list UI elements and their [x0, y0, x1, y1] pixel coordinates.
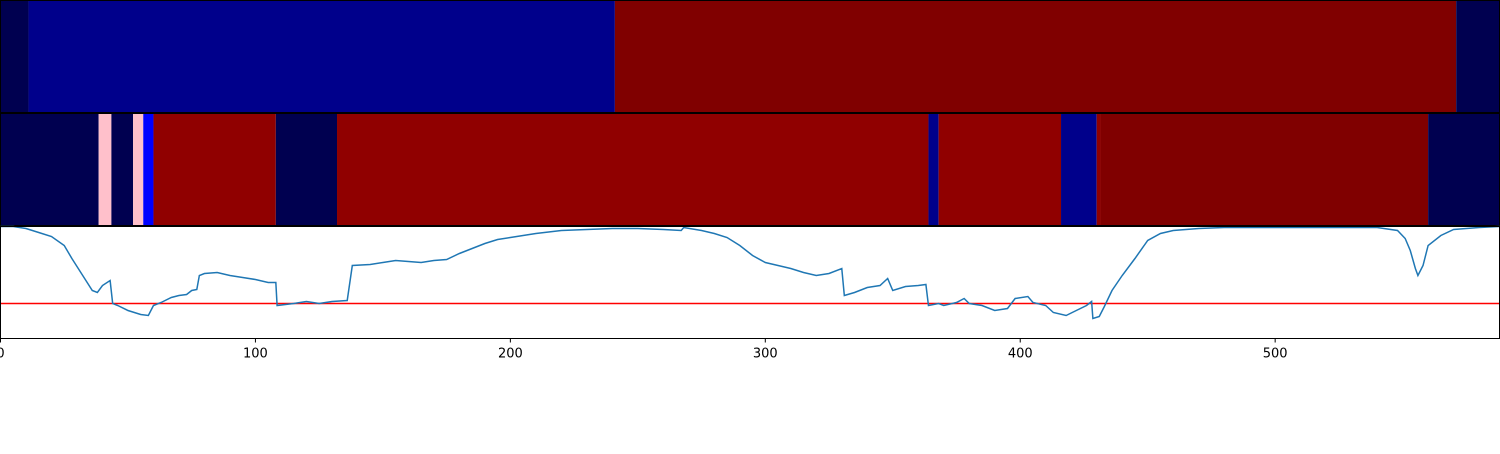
band-segment — [928, 113, 939, 226]
band-segment — [143, 113, 154, 226]
band-segment — [1100, 113, 1429, 226]
band-segment — [275, 113, 338, 226]
band-segment — [111, 113, 134, 226]
band-segment — [337, 113, 929, 226]
band-segment — [1428, 113, 1500, 226]
x-tick-label: 0 — [0, 347, 5, 362]
line — [0, 225, 1500, 320]
band-segment — [153, 113, 276, 226]
band-segment — [1096, 113, 1101, 226]
x-tick-label: 100 — [243, 347, 268, 362]
band-segment — [1456, 0, 1500, 113]
band-segment — [1061, 113, 1097, 226]
band-segment — [0, 0, 29, 113]
band-segment — [0, 113, 99, 226]
band-segment — [98, 113, 112, 226]
x-tick-label: 300 — [753, 347, 778, 362]
x-tick-label: 400 — [1008, 347, 1033, 362]
band-segment — [28, 0, 615, 113]
x-tick-label: 500 — [1263, 347, 1288, 362]
band-segment — [938, 113, 1062, 226]
panel-frame — [0, 226, 1500, 339]
band-segment — [133, 113, 144, 226]
x-tick-label: 200 — [498, 347, 523, 362]
band-segment — [614, 0, 1457, 113]
